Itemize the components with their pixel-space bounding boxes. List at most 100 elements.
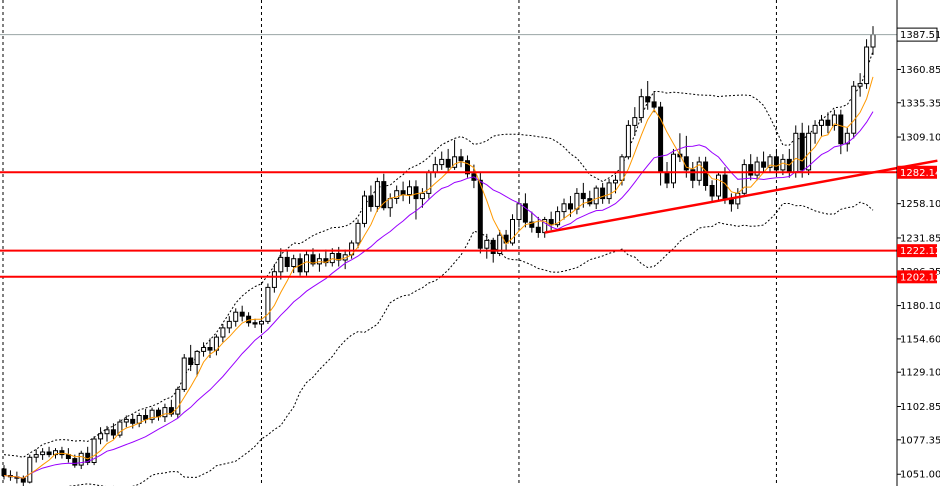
candle xyxy=(690,162,696,189)
candle xyxy=(117,419,123,438)
candle-body xyxy=(188,357,194,365)
candle xyxy=(632,107,638,136)
candle-body xyxy=(561,203,567,213)
candle xyxy=(606,178,612,204)
candle-body xyxy=(780,158,786,171)
candle-body xyxy=(671,153,676,184)
candle-body xyxy=(123,418,129,423)
candle-body xyxy=(91,438,97,463)
level-price-box xyxy=(897,244,937,258)
candle xyxy=(761,151,767,173)
candle-body xyxy=(761,161,767,168)
candle xyxy=(857,73,863,97)
candle xyxy=(104,425,110,442)
candle-body xyxy=(374,181,380,207)
candle xyxy=(484,233,490,259)
candle-body xyxy=(793,132,799,174)
candle-body xyxy=(773,156,779,171)
candle xyxy=(284,250,290,272)
candle-body xyxy=(265,286,271,322)
candle xyxy=(59,446,65,459)
candle xyxy=(368,185,374,212)
candle xyxy=(362,190,367,228)
candle-body xyxy=(239,311,245,317)
candle-body xyxy=(651,101,657,108)
candle-body xyxy=(619,156,625,181)
candle-body xyxy=(27,456,33,483)
candle xyxy=(265,283,271,324)
candle xyxy=(149,407,155,424)
candle-body xyxy=(632,117,638,126)
candle-body xyxy=(98,433,104,440)
candle-body xyxy=(703,161,709,186)
candle xyxy=(304,250,309,276)
candle-body xyxy=(696,161,702,181)
candle-body xyxy=(368,195,374,207)
candle-body xyxy=(117,421,123,436)
candle xyxy=(793,125,799,178)
current-price-box xyxy=(896,27,938,42)
candle xyxy=(645,81,651,110)
candle xyxy=(716,172,721,202)
candle xyxy=(510,214,515,246)
candle-body xyxy=(355,222,361,244)
candle-body xyxy=(143,415,149,420)
candle xyxy=(748,154,754,181)
candle-body xyxy=(825,119,831,126)
candle-body xyxy=(432,164,438,173)
candle-body xyxy=(857,83,863,87)
candle-body xyxy=(130,418,136,424)
candle-body xyxy=(175,388,181,415)
candle-body xyxy=(362,195,367,224)
y-tick-label: 1180.10 xyxy=(900,301,940,312)
level-price-label: 1282.14 xyxy=(900,168,940,179)
candle-body xyxy=(46,451,52,456)
candle-body xyxy=(304,254,309,273)
candle xyxy=(162,403,168,422)
candle xyxy=(91,436,97,466)
candle xyxy=(374,177,380,212)
plot-background xyxy=(0,0,897,486)
candle-body xyxy=(864,46,870,85)
candle xyxy=(703,156,709,191)
candle-body xyxy=(838,114,844,145)
candle-body xyxy=(812,124,818,134)
y-tick-label: 1360.85 xyxy=(900,65,940,76)
candle-body xyxy=(748,164,754,176)
y-tick-label: 1231.85 xyxy=(900,233,940,244)
envelope-bands xyxy=(3,50,874,486)
candle xyxy=(458,148,464,168)
candle-body xyxy=(53,450,58,456)
y-tick-label: 1335.35 xyxy=(900,98,940,109)
candle xyxy=(181,354,187,392)
candles xyxy=(1,26,876,486)
y-tick-label: 1102.85 xyxy=(900,402,940,413)
moving-averages xyxy=(3,76,874,479)
candle xyxy=(767,154,773,173)
y-tick-label: 1051.00 xyxy=(900,470,940,481)
candle-body xyxy=(452,156,458,168)
candle xyxy=(465,155,470,178)
candle-body xyxy=(40,451,46,456)
candle xyxy=(445,148,451,173)
candle xyxy=(535,216,541,238)
candle-body xyxy=(510,219,515,244)
candle xyxy=(394,185,400,204)
candle xyxy=(381,173,387,211)
candle-body xyxy=(400,190,406,196)
candle xyxy=(831,109,837,131)
candle xyxy=(529,211,535,233)
candle xyxy=(651,91,657,113)
candle-body xyxy=(477,179,483,249)
candle-body xyxy=(20,477,26,483)
candle-body xyxy=(439,158,445,166)
candle xyxy=(600,182,606,204)
candle xyxy=(555,206,561,228)
candle xyxy=(46,446,52,458)
candle-body xyxy=(600,187,606,200)
y-tick-label: 1129.10 xyxy=(900,368,940,379)
candle xyxy=(773,148,779,176)
candle xyxy=(201,342,207,357)
trendline-group xyxy=(544,159,938,234)
current-price-label: 1387.51 xyxy=(900,30,940,41)
